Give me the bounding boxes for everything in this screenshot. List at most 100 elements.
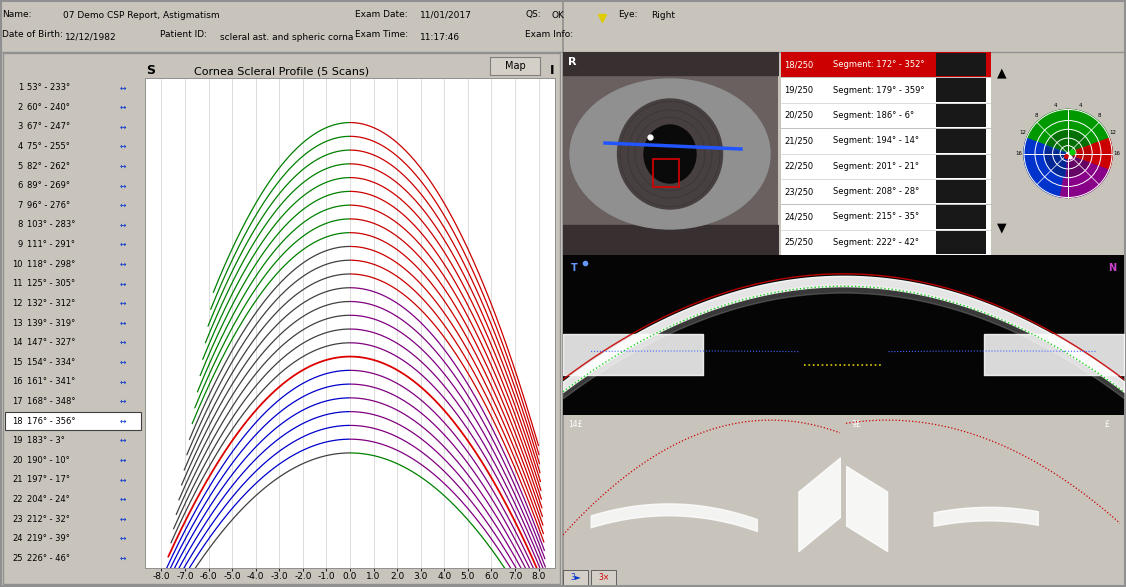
Text: 12: 12 (1020, 130, 1027, 135)
Text: 226° - 46°: 226° - 46° (27, 554, 70, 563)
Text: Segment: 215° - 35°: Segment: 215° - 35° (833, 212, 919, 221)
Text: 9: 9 (18, 240, 23, 249)
Text: ↔: ↔ (119, 397, 126, 406)
Bar (781, 129, 991, 153)
Text: 21: 21 (12, 475, 23, 484)
Text: 6: 6 (18, 181, 23, 190)
Text: 75° - 255°: 75° - 255° (27, 142, 70, 151)
Text: 16: 16 (1114, 151, 1120, 156)
Circle shape (1024, 110, 1112, 197)
Text: 4: 4 (18, 142, 23, 151)
Text: ↔: ↔ (119, 221, 126, 230)
Text: 14: 14 (12, 338, 23, 347)
Polygon shape (1044, 145, 1067, 178)
Polygon shape (1091, 139, 1112, 168)
Bar (936, 180, 986, 203)
Bar (781, 154, 991, 179)
Text: ↔: ↔ (119, 495, 126, 504)
Text: ↔: ↔ (119, 514, 126, 524)
Text: 11/01/2017: 11/01/2017 (420, 11, 472, 19)
Text: ↔: ↔ (119, 161, 126, 171)
Polygon shape (1027, 110, 1109, 145)
Text: £: £ (1105, 420, 1109, 429)
Polygon shape (1061, 162, 1109, 197)
Text: 3×: 3× (598, 573, 609, 582)
Text: 20/250: 20/250 (784, 111, 813, 120)
Text: 3: 3 (18, 123, 23, 131)
Text: 183° - 3°: 183° - 3° (27, 436, 65, 445)
Text: 19/250: 19/250 (784, 86, 813, 95)
Text: 19: 19 (12, 436, 23, 445)
Bar (781, 103, 991, 128)
Bar (936, 104, 986, 127)
Text: Segment: 172° - 352°: Segment: 172° - 352° (833, 60, 924, 69)
Text: 16: 16 (1016, 151, 1022, 156)
Text: 14£: 14£ (569, 420, 583, 429)
Text: 168° - 348°: 168° - 348° (27, 397, 75, 406)
Text: Segment: 208° - 28°: Segment: 208° - 28° (833, 187, 919, 196)
Text: 147° - 327°: 147° - 327° (27, 338, 75, 347)
Text: ↔: ↔ (119, 240, 126, 249)
Text: ↔: ↔ (119, 299, 126, 308)
Bar (936, 129, 986, 153)
Polygon shape (1091, 139, 1112, 168)
Text: Name:: Name: (2, 10, 32, 19)
Text: ↔: ↔ (119, 319, 126, 328)
Text: Segment: 186° - 6°: Segment: 186° - 6° (833, 111, 914, 120)
Text: 11: 11 (12, 279, 23, 288)
Text: 9£: 9£ (851, 420, 861, 429)
Text: 20: 20 (12, 456, 23, 465)
Text: Patient ID:: Patient ID: (160, 30, 207, 39)
Text: scleral ast. and spheric corna: scleral ast. and spheric corna (221, 32, 354, 42)
Text: 154° - 334°: 154° - 334° (27, 357, 75, 367)
Bar (781, 205, 991, 230)
Text: Right: Right (651, 11, 674, 19)
Text: 125° - 305°: 125° - 305° (27, 279, 75, 288)
Text: ↔: ↔ (119, 554, 126, 563)
Text: 161° - 341°: 161° - 341° (27, 377, 75, 386)
Bar (936, 154, 986, 178)
Text: ↔: ↔ (119, 259, 126, 269)
Ellipse shape (644, 125, 696, 183)
Text: ↔: ↔ (119, 475, 126, 484)
Text: ↔: ↔ (119, 103, 126, 112)
Bar (781, 78, 991, 103)
Text: Exam Time:: Exam Time: (355, 30, 408, 39)
Text: 1: 1 (18, 83, 23, 92)
Text: 10: 10 (12, 259, 23, 269)
Text: 111° - 291°: 111° - 291° (27, 240, 75, 249)
Text: ↔: ↔ (119, 338, 126, 347)
Bar (936, 79, 986, 102)
Text: 24: 24 (12, 534, 23, 543)
Text: 7: 7 (18, 201, 23, 210)
Text: 21/250: 21/250 (784, 136, 813, 146)
Text: 13: 13 (12, 319, 23, 328)
Text: ↔: ↔ (119, 83, 126, 92)
Text: 18/250: 18/250 (784, 60, 813, 69)
Text: ↔: ↔ (119, 357, 126, 367)
Text: 12: 12 (12, 299, 23, 308)
Text: 219° - 39°: 219° - 39° (27, 534, 70, 543)
Text: 15: 15 (12, 357, 23, 367)
Text: 2: 2 (18, 103, 23, 112)
Text: ↔: ↔ (119, 456, 126, 465)
Ellipse shape (570, 79, 770, 229)
Text: Segment: 179° - 359°: Segment: 179° - 359° (833, 86, 924, 95)
Text: 12/12/1982: 12/12/1982 (64, 32, 116, 42)
Text: 25: 25 (12, 554, 23, 563)
Text: ↔: ↔ (119, 201, 126, 210)
Text: 23/250: 23/250 (784, 187, 813, 196)
Text: Segment: 194° - 14°: Segment: 194° - 14° (833, 136, 919, 146)
Text: ↔: ↔ (119, 123, 126, 131)
Text: S: S (146, 64, 154, 77)
Text: 18: 18 (12, 417, 23, 426)
Text: T: T (571, 263, 578, 273)
Text: Date of Birth:: Date of Birth: (2, 30, 63, 39)
Bar (936, 205, 986, 228)
Text: N: N (1108, 263, 1116, 273)
Text: 23: 23 (12, 514, 23, 524)
Text: Map: Map (504, 61, 526, 71)
Bar (5, 412, 141, 430)
Text: 8: 8 (18, 221, 23, 230)
Polygon shape (1024, 139, 1064, 197)
